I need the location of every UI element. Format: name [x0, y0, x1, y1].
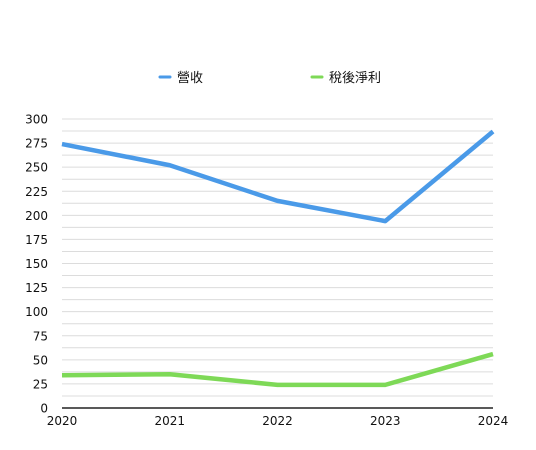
y-tick-label: 150 [25, 257, 48, 271]
y-tick-label: 225 [25, 185, 48, 199]
gridlines [62, 118, 493, 397]
series-line-1 [61, 129, 495, 224]
x-tick-labels: 2020 2021 2022 2023 2024 [47, 414, 509, 428]
legend-label: 稅後淨利 [329, 71, 381, 86]
y-tick-labels: 0 25 50 75 100 125 150 175 200 225 250 275 300 [25, 113, 48, 416]
x-tick-label: 2022 [262, 414, 293, 428]
series-line-2 [61, 351, 494, 388]
x-tick-label: 2024 [478, 414, 509, 428]
y-tick-label: 75 [33, 329, 48, 343]
x-tick-label: 2020 [47, 414, 78, 428]
y-tick-label: 0 [40, 402, 48, 416]
y-tick-label: 275 [25, 137, 48, 151]
y-tick-label: 300 [25, 113, 48, 127]
y-tick-label: 50 [33, 353, 48, 367]
y-tick-label: 175 [25, 233, 48, 247]
legend-label: 營收 [177, 71, 203, 86]
legend: 營收 稅後淨利 [158, 71, 381, 86]
series-lines [61, 129, 495, 388]
x-tick-label: 2021 [154, 414, 185, 428]
y-tick-label: 25 [33, 377, 48, 391]
y-tick-label: 250 [25, 161, 48, 175]
x-tick-label: 2023 [370, 414, 401, 428]
y-tick-label: 100 [25, 305, 48, 319]
y-tick-label: 200 [25, 209, 48, 223]
y-tick-label: 125 [25, 281, 48, 295]
